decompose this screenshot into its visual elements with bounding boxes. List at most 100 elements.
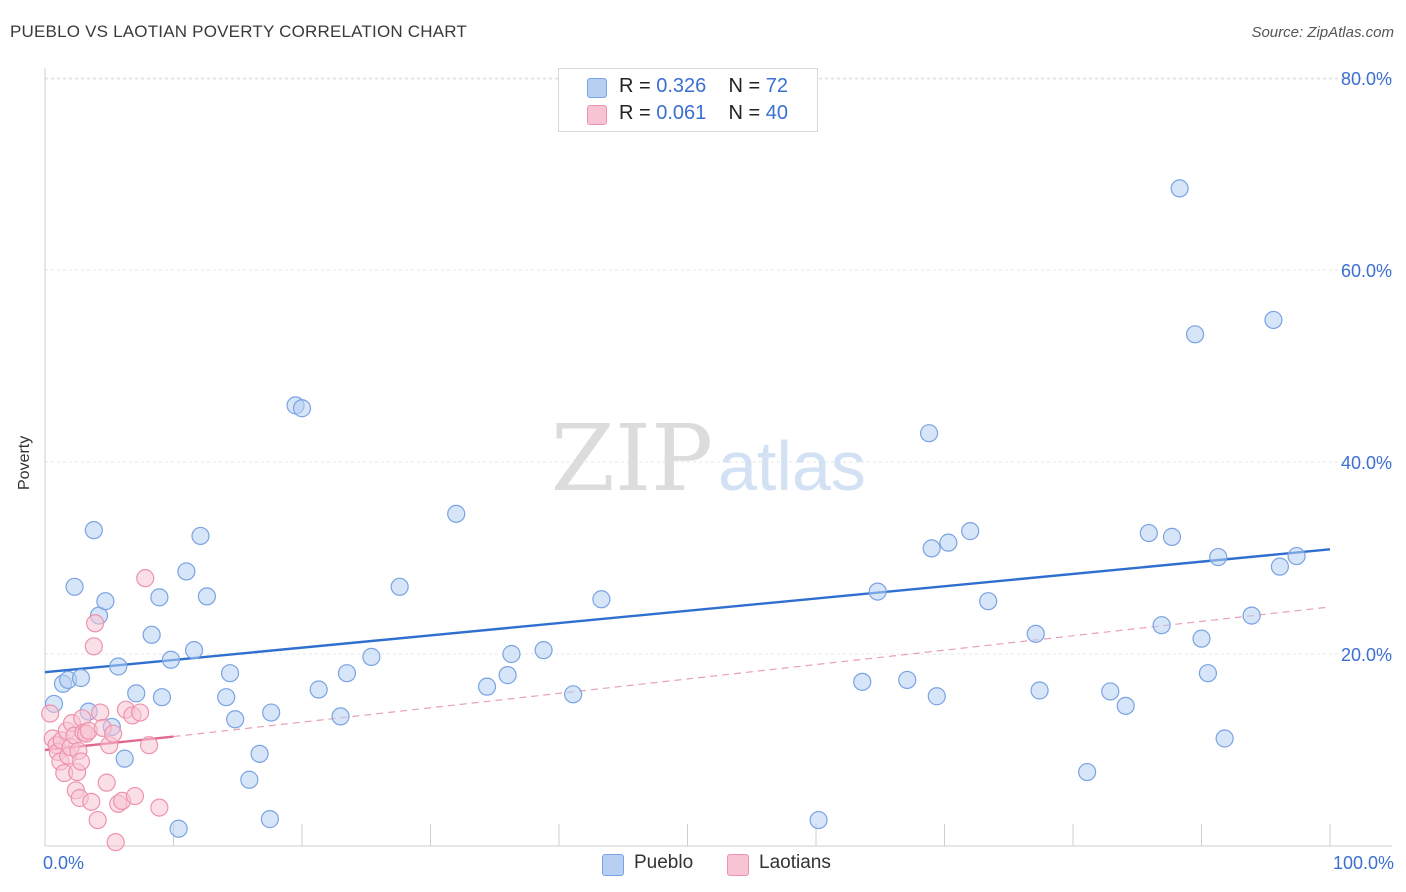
data-point xyxy=(177,562,196,581)
data-point xyxy=(240,770,259,789)
legend-n-value: 72 xyxy=(765,75,789,97)
data-point xyxy=(88,810,107,830)
data-point xyxy=(564,685,583,704)
data-point xyxy=(82,792,101,811)
data-point xyxy=(1139,523,1158,543)
watermark-atlas: atlas xyxy=(718,427,866,505)
data-points xyxy=(41,99,1306,852)
data-point xyxy=(220,664,240,683)
data-point xyxy=(868,582,887,601)
series-pueblo xyxy=(44,99,1306,838)
data-point xyxy=(1209,547,1228,567)
bottom-legend-label: Pueblo xyxy=(634,852,694,873)
data-point xyxy=(86,614,105,633)
data-point xyxy=(150,588,169,607)
data-point xyxy=(853,672,872,691)
data-point xyxy=(197,587,217,606)
data-point xyxy=(1242,606,1261,625)
grid-lines xyxy=(45,77,1392,655)
y-tick-label-80: 80.0% xyxy=(1341,69,1392,89)
data-point xyxy=(97,773,116,792)
data-point xyxy=(1215,729,1234,748)
legend-r-value: 0.061 xyxy=(656,102,707,124)
legend-stats-laotians: R = 0.061 N = 40 xyxy=(619,102,789,124)
series-laotians xyxy=(41,569,169,852)
legend-n-value: 40 xyxy=(765,102,789,124)
tick-labels: 20.0% 40.0% 60.0% 80.0% 0.0% 100.0% xyxy=(43,69,1394,873)
trend-line-pueblo xyxy=(44,548,1331,674)
data-point xyxy=(130,703,150,722)
data-point xyxy=(262,703,281,722)
data-point xyxy=(1198,664,1218,683)
legend-r-value: 0.326 xyxy=(656,75,707,97)
data-point xyxy=(922,539,941,558)
data-point xyxy=(260,810,279,829)
data-point xyxy=(1078,762,1097,782)
watermark: ZIP atlas xyxy=(551,405,866,512)
chart-title: PUEBLO VS LAOTIAN POVERTY CORRELATION CH… xyxy=(10,22,468,41)
data-point xyxy=(331,707,350,726)
data-point xyxy=(979,592,998,611)
data-point xyxy=(152,688,172,707)
data-point xyxy=(1264,310,1283,330)
data-point xyxy=(125,786,145,806)
data-point xyxy=(109,657,128,676)
data-point xyxy=(71,752,91,771)
data-point xyxy=(477,677,497,696)
legend-swatch-laotians xyxy=(587,105,607,125)
data-point xyxy=(898,670,917,690)
watermark-zip: ZIP xyxy=(551,405,713,512)
x-tick-label-max: 100.0% xyxy=(1333,853,1394,873)
data-point xyxy=(939,533,958,552)
data-point xyxy=(226,710,245,729)
data-point xyxy=(217,688,236,707)
legend-swatch-pueblo xyxy=(587,78,607,98)
data-point xyxy=(502,644,521,664)
data-point xyxy=(498,666,517,685)
data-point xyxy=(91,703,110,722)
y-tick-label-60: 60.0% xyxy=(1341,261,1392,281)
y-tick-label-40: 40.0% xyxy=(1341,453,1392,473)
data-point xyxy=(142,625,161,644)
data-point xyxy=(150,798,169,817)
bottom-legend-swatch-laotians xyxy=(727,854,749,876)
data-point xyxy=(337,664,357,683)
x-tick-label-min: 0.0% xyxy=(43,853,84,873)
data-point xyxy=(1192,629,1211,648)
data-point xyxy=(106,833,125,852)
data-point xyxy=(191,526,210,546)
data-point xyxy=(250,744,269,763)
trend-line-laotians xyxy=(173,606,1331,738)
data-point xyxy=(169,819,188,838)
data-point xyxy=(447,504,466,523)
y-tick-label-20: 20.0% xyxy=(1341,645,1392,665)
data-point xyxy=(919,424,939,443)
data-point xyxy=(184,641,204,660)
data-point xyxy=(115,749,134,768)
data-point xyxy=(390,577,409,596)
legend-stats-pueblo: R = 0.326 N = 72 xyxy=(619,75,789,97)
data-point xyxy=(65,577,84,596)
data-point xyxy=(96,592,115,611)
data-point xyxy=(136,569,155,588)
data-point xyxy=(1026,624,1045,643)
data-point xyxy=(362,647,381,666)
data-point xyxy=(161,650,181,669)
data-point xyxy=(1170,179,1189,198)
data-point xyxy=(84,637,103,656)
data-point xyxy=(961,522,980,541)
data-point xyxy=(41,704,60,723)
data-point xyxy=(1101,682,1120,701)
data-point xyxy=(1152,616,1171,635)
data-point xyxy=(1287,546,1306,566)
bottom-legend-label: Laotians xyxy=(759,852,831,873)
data-point xyxy=(1162,527,1182,546)
data-point xyxy=(292,399,312,418)
data-point xyxy=(1030,681,1049,700)
data-point xyxy=(71,668,91,688)
data-point xyxy=(309,680,328,699)
data-point xyxy=(104,724,123,743)
data-point xyxy=(534,641,553,660)
data-point xyxy=(1270,557,1289,576)
